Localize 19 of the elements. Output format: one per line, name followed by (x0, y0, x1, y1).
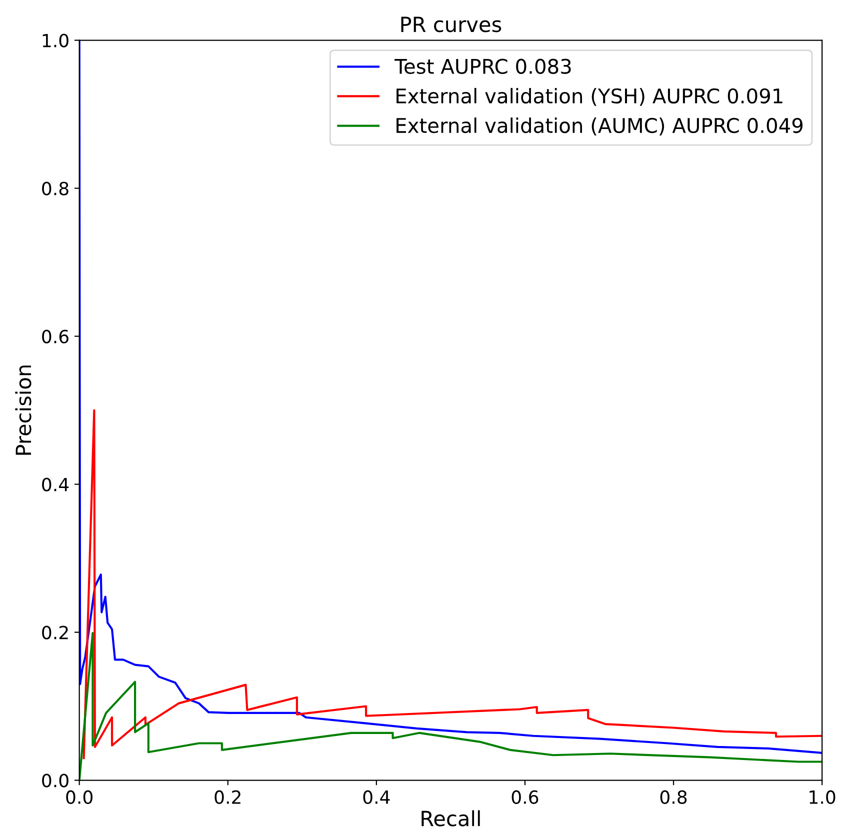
y-tick-label: 0.8 (42, 182, 68, 196)
x-tick-label: 1.0 (810, 790, 836, 804)
x-tick-label: 0.0 (66, 790, 92, 804)
x-tick-label: 0.6 (512, 790, 538, 804)
y-tick-label: 0.0 (42, 774, 68, 788)
x-tick-label: 0.8 (660, 790, 687, 804)
legend-label: External validation (YSH) AUPRC 0.091 (396, 88, 782, 106)
chart-title: PR curves (401, 16, 502, 32)
y-tick-label: 0.4 (42, 478, 69, 492)
x-axis-title: Recall (422, 810, 480, 826)
y-tick-label: 1.0 (42, 34, 68, 48)
line-series (82, 409, 822, 760)
y-axis-title: Precision (15, 366, 32, 455)
y-tick-label: 0.6 (42, 330, 68, 344)
x-tick-label: 0.2 (214, 790, 240, 804)
legend-label: Test AUPRC 0.083 (394, 58, 571, 74)
y-tick-label: 0.2 (42, 626, 68, 640)
legend-label: External validation (AUMC) AUPRC 0.049 (396, 118, 803, 136)
x-tick-label: 0.4 (363, 790, 390, 804)
